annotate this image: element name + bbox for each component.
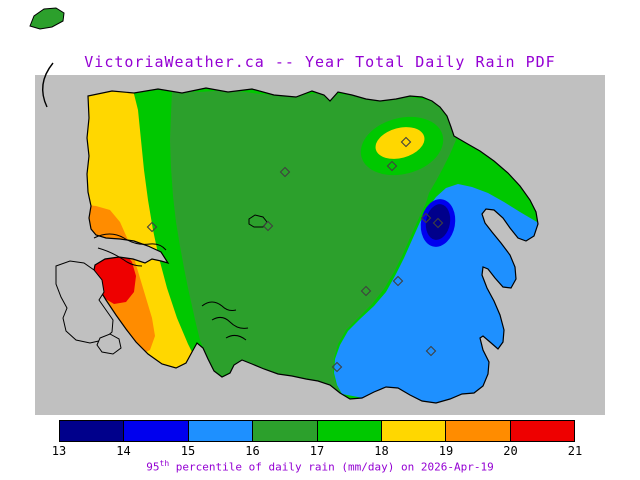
colorbar-caption: 95th percentile of daily rain (mm/day) o… [0,459,640,474]
station-marker [279,166,291,178]
caption-value: 95 [146,460,160,474]
caption-superscript: th [159,459,170,468]
outer-landmass-outline [55,260,122,355]
contour-min-13-14 [425,204,451,240]
colorbar-tick-label: 20 [503,444,518,458]
colorbar-cell-14-15 [124,421,189,441]
contour-region-20-21 [94,248,136,304]
corner-island-fragment [29,7,65,30]
colorbar-cell-17-18 [317,421,382,441]
coastline-outline [86,87,539,404]
colorbar-cell-13-14 [60,421,125,441]
station-marker [331,361,343,373]
colorbar-cell-18-19 [381,421,447,441]
station-marker [400,136,412,148]
colorbar-tick-label: 13 [51,444,67,458]
inlet-detail-lines [93,233,249,341]
colorbar-tick-label: 19 [438,444,454,458]
contour-region-15-16 [334,184,538,403]
corner-coast-arc [41,62,54,108]
station-marker [262,220,274,232]
colorbar-tick-label: 17 [309,444,325,458]
station-marker [420,212,432,224]
station-marker [360,285,372,297]
colorbar-cell-19-20 [446,421,511,441]
station-markers [146,136,444,373]
colorbar-tick-label: 21 [567,444,583,458]
station-marker [386,160,398,172]
colorbar-tick-label: 18 [374,444,389,458]
station-marker [425,345,437,357]
colorbar [59,420,575,442]
colorbar-tick-label: 15 [180,444,196,458]
colorbar-tick-label: 14 [116,444,131,458]
chart-title: VictoriaWeather.ca -- Year Total Daily R… [84,53,556,71]
station-marker [392,275,404,287]
colorbar-cell-20-21 [510,421,574,441]
station-marker [146,221,158,233]
station-marker [432,217,444,229]
colorbar-cell-16-17 [253,421,318,441]
contour-patch-18-19-northeast [375,127,425,159]
colorbar-tick-label: 16 [245,444,260,458]
colorbar-ticks: 13 14 15 16 17 18 19 20 21 [52,444,582,458]
colorbar-cell-15-16 [188,421,254,441]
caption-rest: percentile of daily rain (mm/day) on 202… [169,460,494,474]
